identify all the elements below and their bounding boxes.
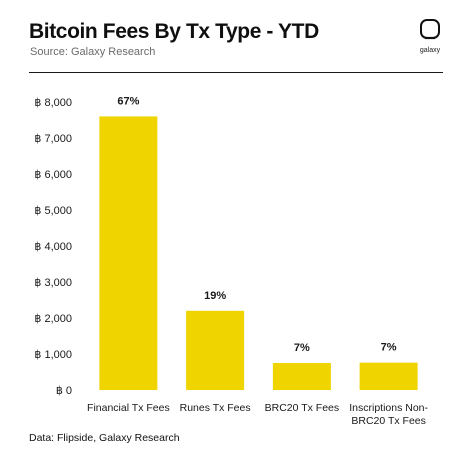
x-category-label: Financial Tx Fees <box>87 402 170 414</box>
galaxy-logo-text: galaxy <box>419 47 441 54</box>
y-tick-label: ฿ 3,000 <box>34 277 72 289</box>
y-tick-label: ฿ 6,000 <box>34 169 72 181</box>
bar <box>186 310 245 390</box>
y-tick-label: ฿ 7,000 <box>34 133 72 145</box>
y-tick-label: ฿ 8,000 <box>34 97 72 109</box>
data-source-note: Data: Flipside, Galaxy Research <box>29 432 180 444</box>
y-tick-label: ฿ 1,000 <box>34 349 72 361</box>
x-category-label: Runes Tx Fees <box>180 402 251 414</box>
bar-data-label: 19% <box>204 290 226 302</box>
galaxy-logo-icon <box>420 19 440 40</box>
chart-subtitle: Source: Galaxy Research <box>30 46 156 58</box>
bar-data-label: 7% <box>294 342 310 354</box>
bar <box>99 116 158 391</box>
x-category-label: BRC20 Tx Fees <box>265 402 340 414</box>
y-tick-label: ฿ 4,000 <box>34 241 72 253</box>
x-category-label: BRC20 Tx Fees <box>351 415 426 427</box>
header-divider <box>29 72 443 73</box>
y-tick-label: ฿ 0 <box>56 385 72 397</box>
y-tick-label: ฿ 2,000 <box>34 313 72 325</box>
bar-data-label: 7% <box>381 342 397 354</box>
galaxy-logo: galaxy <box>414 18 446 62</box>
y-tick-label: ฿ 5,000 <box>34 205 72 217</box>
bar <box>272 363 331 390</box>
x-category-label: Inscriptions Non- <box>349 402 428 414</box>
bar <box>359 362 418 390</box>
bar-data-label: 67% <box>117 95 139 107</box>
chart-title: Bitcoin Fees By Tx Type - YTD <box>29 20 319 43</box>
